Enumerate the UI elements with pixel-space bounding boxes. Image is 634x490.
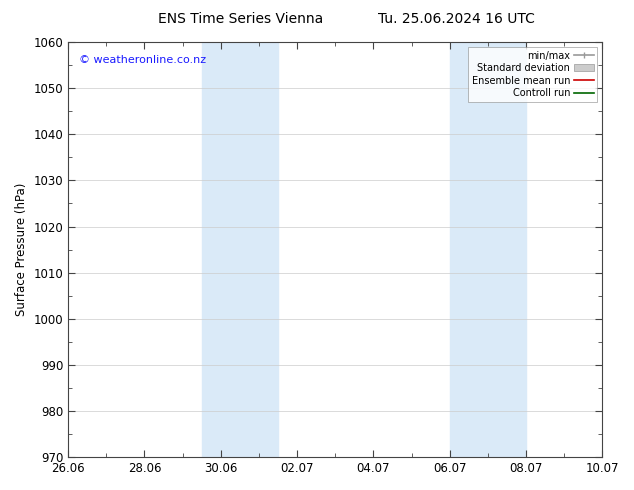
Text: © weatheronline.co.nz: © weatheronline.co.nz	[79, 54, 206, 65]
Legend: min/max, Standard deviation, Ensemble mean run, Controll run: min/max, Standard deviation, Ensemble me…	[468, 47, 597, 102]
Text: ENS Time Series Vienna: ENS Time Series Vienna	[158, 12, 323, 26]
Bar	[202, 42, 278, 457]
Bar	[450, 42, 526, 457]
Text: Tu. 25.06.2024 16 UTC: Tu. 25.06.2024 16 UTC	[378, 12, 535, 26]
Y-axis label: Surface Pressure (hPa): Surface Pressure (hPa)	[15, 183, 28, 316]
